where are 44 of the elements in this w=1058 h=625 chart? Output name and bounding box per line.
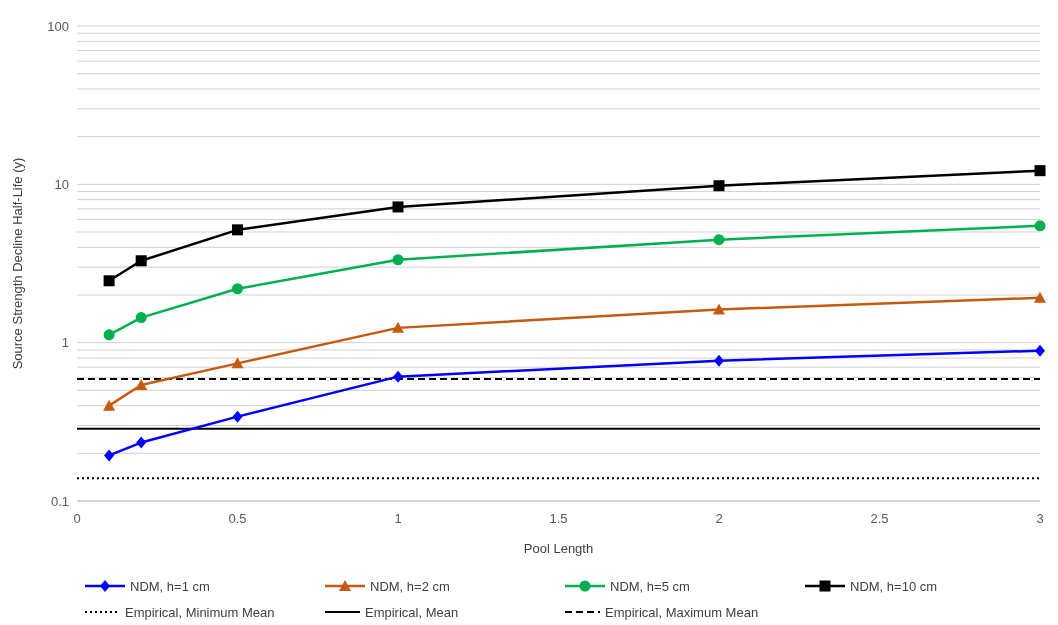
legend-label: NDM, h=1 cm	[130, 578, 210, 594]
point	[135, 255, 147, 267]
y-tick-label: 1	[61, 335, 69, 351]
y-axis-title: Source Strength Decline Half-Life (y)	[10, 157, 25, 370]
x-tick-label: 2.5	[870, 511, 889, 526]
x-tick-label: 1	[394, 511, 402, 526]
point	[392, 254, 404, 266]
x-tick-label: 2	[715, 511, 723, 526]
point	[713, 303, 725, 315]
x-tick-label: 0	[73, 511, 81, 526]
point	[103, 329, 115, 341]
legend-label: Empirical, Mean	[365, 604, 459, 620]
legend-label: Empirical, Minimum Mean	[125, 604, 275, 620]
x-tick-label: 3	[1036, 511, 1044, 526]
legend-label: Empirical, Maximum Mean	[605, 604, 759, 620]
point	[1035, 344, 1045, 357]
point	[393, 370, 403, 383]
point	[1034, 291, 1046, 303]
point	[135, 312, 147, 324]
point	[1034, 165, 1046, 177]
point	[135, 379, 148, 391]
point	[714, 354, 724, 367]
point	[104, 449, 115, 462]
point	[231, 357, 244, 369]
point	[232, 224, 243, 236]
x-tick-label: 1.5	[549, 511, 568, 526]
x-tick-label: 0.5	[228, 511, 247, 526]
point	[392, 201, 404, 213]
y-tick-label: 100	[47, 18, 69, 34]
x-axis-title: Pool Length	[523, 541, 594, 556]
y-tick-label: 0.1	[50, 493, 69, 509]
point	[136, 436, 147, 449]
legend-label: NDM, h=10 cm	[850, 578, 938, 594]
point	[713, 180, 725, 192]
y-tick-label: 10	[54, 176, 69, 192]
point	[232, 283, 243, 295]
point	[232, 410, 243, 423]
point	[392, 321, 404, 333]
point	[103, 275, 115, 287]
legend-label: NDM, h=5 cm	[610, 578, 690, 594]
point	[1034, 220, 1046, 232]
legend-label: NDM, h=2 cm	[370, 578, 450, 594]
point	[713, 234, 725, 246]
point	[103, 399, 116, 411]
